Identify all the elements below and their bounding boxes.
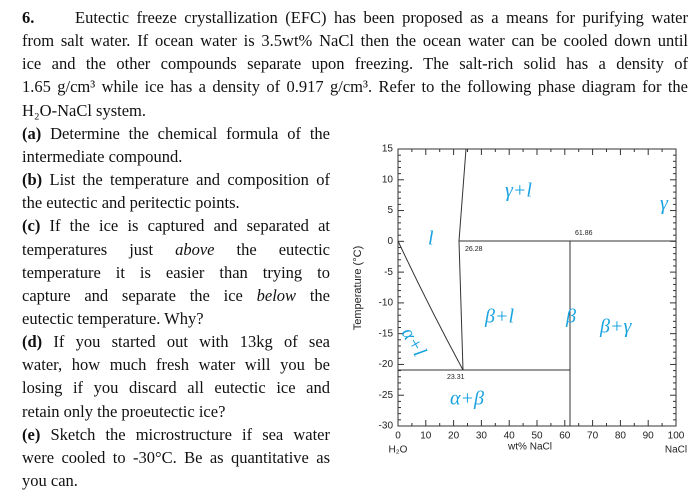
handwritten-label: β+l: [484, 306, 514, 328]
x-axis-label: wt% NaCl: [507, 442, 552, 453]
emphasis: above: [175, 239, 215, 259]
part-line: temperature it is easier than trying to: [22, 263, 330, 283]
part-label: (a): [22, 123, 42, 143]
intro-line: 1.65 g/cm³ while ice has a density of 0.…: [22, 77, 688, 97]
part-line: retain only the proeutectic ice?: [22, 402, 330, 422]
x-tick-label: 30: [476, 431, 488, 442]
text-run: intermediate compound.: [22, 146, 183, 166]
part-line: (b) List the temperature and composition…: [22, 170, 330, 190]
x-tick-label: 10: [420, 431, 432, 442]
y-tick-label: 15: [382, 144, 394, 155]
part-line: you can.: [22, 471, 330, 491]
problem-number: 6.: [22, 8, 35, 27]
handwritten-label: l: [428, 228, 434, 250]
intro-line: from salt water. If ocean water is 3.5wt…: [22, 31, 688, 51]
part-line: water, how much fresh water will you be: [22, 355, 330, 375]
y-tick-label: 10: [382, 174, 394, 185]
left-component: H₂O: [389, 445, 408, 456]
intro-line: H₂O-NaCl system.: [22, 100, 146, 120]
y-tick-label: -10: [379, 298, 394, 309]
part-line: losing if you discard all eutectic ice a…: [22, 378, 330, 398]
y-tick-label: 0: [387, 236, 393, 247]
text-run: losing if you discard all eutectic ice a…: [22, 378, 330, 398]
part-label: (d): [22, 332, 43, 352]
part-line: were cooled to -30°C. Be as quantitative…: [22, 448, 330, 468]
y-axis-label: Temperature (°C): [352, 246, 364, 330]
part-line: (d) If you started out with 13kg of sea: [22, 332, 330, 352]
y-tick-label: -25: [379, 390, 394, 401]
text-run: Determine the chemical formula of the: [50, 123, 331, 143]
x-tick-label: 60: [559, 431, 571, 442]
part-label: (b): [22, 170, 43, 190]
ice-liquidus: [397, 240, 464, 371]
right-component: NaCl: [665, 445, 687, 456]
text-run: the: [296, 285, 330, 305]
x-tick-label: 100: [668, 431, 685, 442]
x-tick-label: 20: [448, 431, 460, 442]
y-tick-label: -5: [384, 267, 393, 278]
x-tick-label: 40: [504, 431, 516, 442]
text-run: If you started out with 13kg of sea: [53, 332, 330, 352]
part-line: (e) Sketch the microstructure if sea wat…: [22, 425, 330, 445]
intro-line: Eutectic freeze crystallization (EFC) ha…: [75, 8, 688, 27]
part-line: temperatures just above the eutectic: [22, 240, 330, 260]
text-run: Sketch the microstructure if sea water: [50, 424, 330, 444]
text-run: List the temperature and composition of: [49, 170, 330, 190]
part-line: (c) If the ice is captured and separated…: [22, 216, 330, 236]
y-tick-label: 5: [387, 205, 393, 216]
handwritten-label: β+γ: [599, 316, 632, 338]
part-line: capture and separate the ice below the: [22, 286, 330, 306]
text-run: capture and separate the ice: [22, 285, 257, 305]
y-tick-label: -20: [379, 359, 394, 370]
part-line: the eutectic and peritectic points.: [22, 193, 330, 213]
part-line: intermediate compound.: [22, 147, 330, 167]
text-run: were cooled to -30°C. Be as quantitative…: [22, 447, 330, 467]
text-run: eutectic temperature. Why?: [22, 308, 204, 328]
emphasis: below: [256, 285, 297, 305]
text-run: water, how much fresh water will you be: [22, 355, 330, 375]
text-run: temperatures just: [22, 239, 176, 259]
handwritten-label: γ+l: [505, 180, 532, 202]
part-label: (e): [22, 424, 41, 444]
part-line: (a) Determine the chemical formula of th…: [22, 124, 330, 144]
handwritten-label: α+β: [450, 388, 484, 410]
point-label: 26.28: [465, 246, 483, 253]
part-label: (c): [22, 216, 41, 236]
handwritten-label: β: [565, 306, 576, 328]
point-label: 23.31: [447, 374, 465, 381]
handwritten-label: α+l: [397, 324, 431, 361]
text-run: retain only the proeutectic ice?: [22, 401, 226, 421]
point-label: 61.86: [575, 230, 593, 237]
intro-line: ice and the other compounds separate upo…: [22, 54, 688, 74]
text-run: If the ice is captured and separated at: [49, 216, 330, 236]
y-tick-label: -15: [379, 328, 394, 339]
handwritten-label: γ: [660, 193, 669, 215]
x-tick-label: 70: [587, 431, 599, 442]
part-line: eutectic temperature. Why?: [22, 309, 330, 329]
text-run: temperature it is easier than trying to: [22, 262, 330, 282]
y-tick-label: -30: [379, 421, 394, 432]
text-run: the eutectic: [214, 239, 330, 259]
x-tick-label: 0: [395, 431, 401, 442]
compound-liquidus: [458, 148, 467, 371]
plot-frame: [397, 148, 677, 427]
x-tick-label: 90: [643, 431, 655, 442]
x-tick-label: 50: [531, 431, 543, 442]
x-tick-label: 80: [615, 431, 627, 442]
text-run: the eutectic and peritectic points.: [22, 193, 240, 213]
text-run: you can.: [22, 471, 78, 490]
